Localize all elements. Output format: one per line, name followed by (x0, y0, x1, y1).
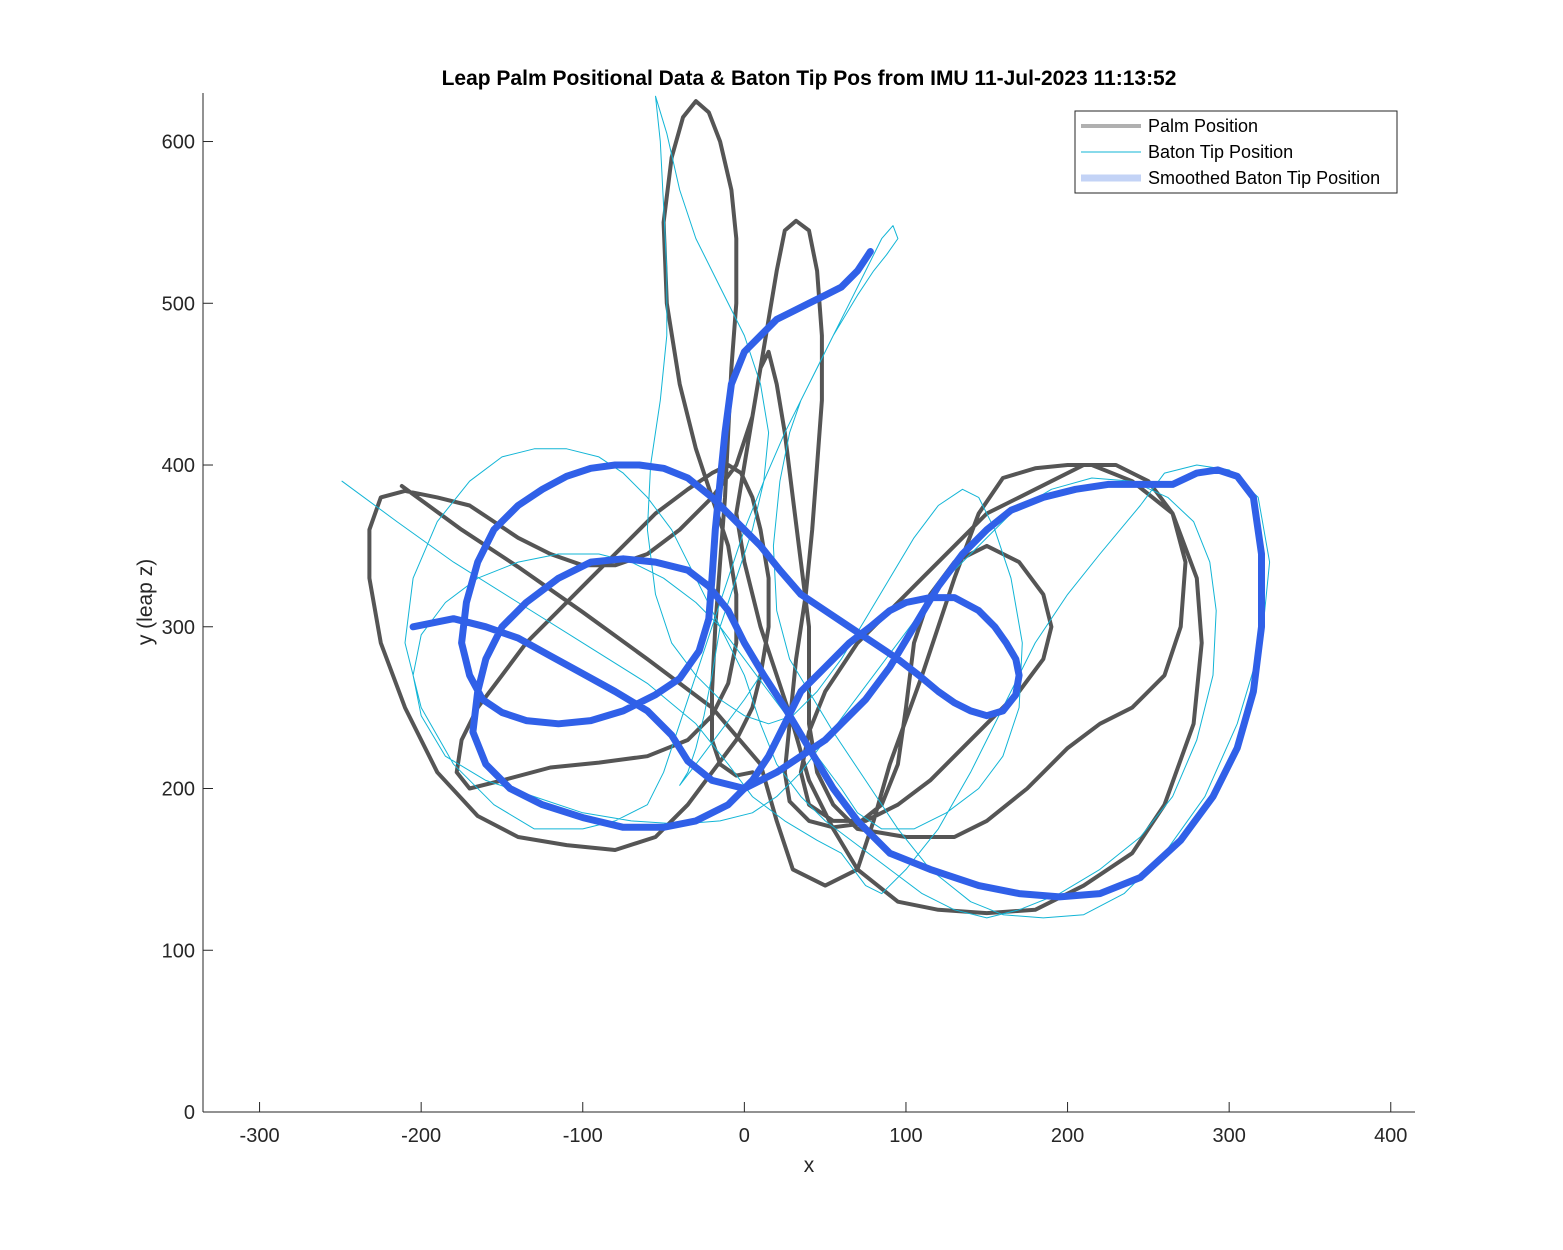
x-tick-label: -100 (563, 1125, 603, 1147)
chart-title: Leap Palm Positional Data & Baton Tip Po… (442, 67, 1177, 90)
series-line-smoothed-baton-tip-position (409, 248, 1265, 901)
y-tick-label: 600 (162, 132, 195, 154)
y-tick-label: 100 (162, 940, 195, 962)
series-line-palm-position (367, 99, 1204, 916)
x-tick-label: 200 (1051, 1125, 1084, 1147)
x-tick-label: 100 (889, 1125, 922, 1147)
legend: Palm Position Baton Tip Position Smoothe… (1074, 110, 1398, 194)
series-layer (341, 95, 1271, 919)
x-tick-label: -200 (401, 1125, 441, 1147)
y-tick-label: 400 (162, 455, 195, 477)
legend-label-baton-tip-position: Baton Tip Position (1148, 142, 1293, 162)
legend-label-smoothed-baton-tip-position: Smoothed Baton Tip Position (1148, 168, 1380, 188)
x-tick-label: -300 (240, 1125, 280, 1147)
axes (202, 93, 1415, 1113)
y-tick-label: 0 (184, 1102, 195, 1124)
series-line-baton-tip-position (341, 95, 1271, 919)
x-tick-label: 400 (1374, 1125, 1407, 1147)
y-ticks: 0 100 200 300 400 500 600 (162, 132, 213, 1124)
legend-label-palm-position: Palm Position (1148, 116, 1258, 136)
y-axis-label: y (leap z) (134, 559, 157, 645)
y-tick-label: 200 (162, 779, 195, 801)
y-tick-label: 300 (162, 617, 195, 639)
x-tick-label: 300 (1212, 1125, 1245, 1147)
x-tick-label: 0 (739, 1125, 750, 1147)
x-ticks: -300 -200 -100 0 100 200 300 400 (240, 1102, 1407, 1147)
x-axis-label: x (804, 1154, 815, 1177)
y-tick-label: 500 (162, 293, 195, 315)
